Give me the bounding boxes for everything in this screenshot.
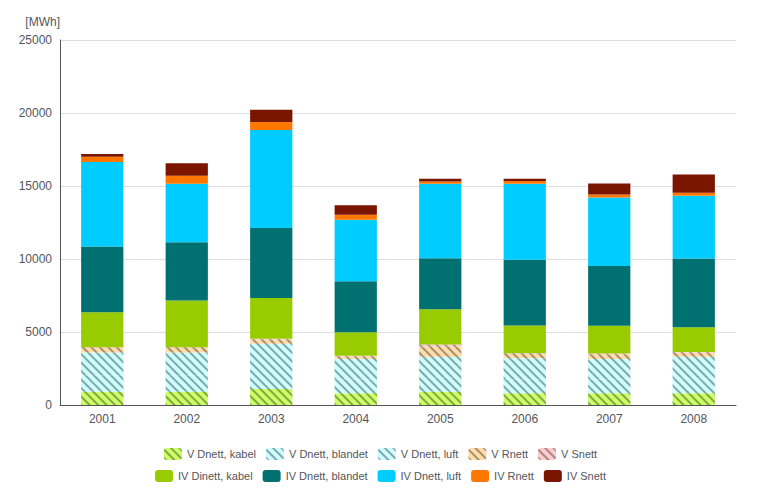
svg-text:2001: 2001 bbox=[89, 412, 116, 426]
svg-text:[MWh]: [MWh] bbox=[25, 15, 60, 29]
svg-text:2002: 2002 bbox=[173, 412, 200, 426]
svg-text:IV Dnett, luft: IV Dnett, luft bbox=[401, 470, 462, 482]
svg-text:0: 0 bbox=[45, 398, 52, 412]
svg-text:2006: 2006 bbox=[511, 412, 538, 426]
svg-text:10000: 10000 bbox=[19, 252, 53, 266]
svg-text:V Dnett, blandet: V Dnett, blandet bbox=[289, 448, 368, 460]
svg-text:IV Snett: IV Snett bbox=[567, 470, 606, 482]
svg-text:V Snett: V Snett bbox=[561, 448, 597, 460]
svg-text:2004: 2004 bbox=[342, 412, 369, 426]
svg-text:2007: 2007 bbox=[596, 412, 623, 426]
svg-text:IV Dnett, blandet: IV Dnett, blandet bbox=[286, 470, 368, 482]
svg-text:IV Rnett: IV Rnett bbox=[494, 470, 534, 482]
svg-text:2003: 2003 bbox=[258, 412, 285, 426]
svg-text:V Dnett, kabel: V Dnett, kabel bbox=[187, 448, 256, 460]
svg-text:2005: 2005 bbox=[427, 412, 454, 426]
svg-text:5000: 5000 bbox=[25, 325, 52, 339]
svg-text:IV Dinett, kabel: IV Dinett, kabel bbox=[178, 470, 253, 482]
svg-text:V Dnett, luft: V Dnett, luft bbox=[401, 448, 458, 460]
svg-text:2008: 2008 bbox=[680, 412, 707, 426]
svg-text:V Rnett: V Rnett bbox=[491, 448, 528, 460]
svg-text:20000: 20000 bbox=[19, 106, 53, 120]
svg-text:25000: 25000 bbox=[19, 33, 53, 47]
svg-text:15000: 15000 bbox=[19, 179, 53, 193]
